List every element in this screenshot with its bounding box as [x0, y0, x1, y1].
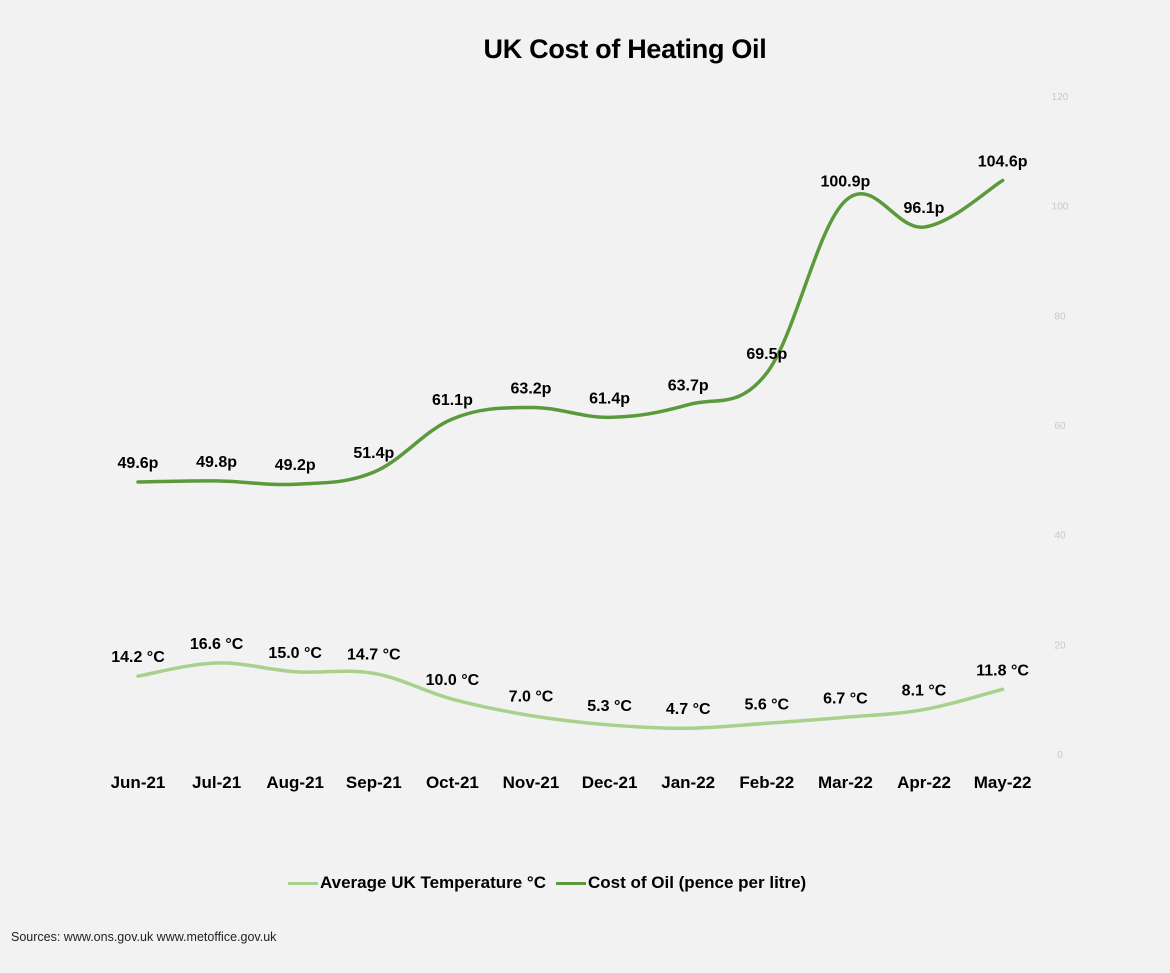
legend-label-oil-cost: Cost of Oil (pence per litre)	[587, 873, 807, 892]
data-point	[1001, 178, 1005, 182]
legend-swatch-temperature	[288, 881, 318, 885]
data-point	[136, 674, 140, 678]
data-point	[1001, 687, 1005, 691]
data-point	[843, 715, 847, 719]
legend-item-oil-cost[interactable]: Cost of Oil (pence per litre)	[555, 873, 807, 893]
data-label: 10.0 °C	[426, 672, 480, 689]
x-tick-label: Sep-21	[346, 773, 402, 792]
legend-label-temperature: Average UK Temperature °C	[320, 873, 546, 892]
data-label: 14.7 °C	[347, 646, 401, 663]
y-tick-label: 20	[1054, 640, 1066, 651]
x-tick-label: Jan-22	[661, 773, 715, 792]
oil-cost-line	[136, 178, 1005, 487]
data-label: 63.2p	[511, 380, 552, 397]
data-point	[293, 482, 297, 486]
data-point	[215, 479, 219, 483]
data-label: 61.4p	[589, 390, 630, 407]
x-tick-label: Aug-21	[266, 773, 324, 792]
data-label: 51.4p	[353, 445, 394, 462]
x-axis: Jun-21 Jul-21 Aug-21 Sep-21 Oct-21 Nov-21 Dec-…	[111, 773, 1032, 792]
data-label: 49.6p	[118, 455, 159, 472]
chart-title: UK Cost of Heating Oil	[483, 34, 767, 64]
legend-item-temperature[interactable]: Average UK Temperature °C	[288, 873, 546, 893]
y-tick-label: 80	[1054, 311, 1066, 322]
data-point	[922, 225, 926, 229]
data-point	[529, 714, 533, 718]
data-label: 8.1 °C	[902, 683, 947, 700]
y-tick-label: 60	[1054, 421, 1066, 432]
data-label: 4.7 °C	[666, 701, 711, 718]
x-tick-label: Oct-21	[426, 773, 479, 792]
x-tick-label: Mar-22	[818, 773, 873, 792]
y-tick-label: 0	[1057, 750, 1063, 761]
legend: Average UK Temperature °C Cost of Oil (p…	[288, 873, 816, 893]
x-tick-label: Jul-21	[192, 773, 241, 792]
data-point	[843, 199, 847, 203]
data-label: 11.8 °C	[976, 662, 1029, 679]
data-point	[686, 726, 690, 730]
data-label: 5.3 °C	[587, 698, 632, 715]
data-point	[293, 670, 297, 674]
data-point	[608, 415, 612, 419]
data-point	[215, 661, 219, 665]
x-tick-label: Dec-21	[582, 773, 638, 792]
data-point	[765, 721, 769, 725]
data-labels: 14.2 °C 16.6 °C 15.0 °C 14.7 °C 10.0 °C 7.0 °…	[111, 153, 1029, 718]
data-point	[529, 405, 533, 409]
data-point	[372, 671, 376, 675]
data-label: 63.7p	[668, 378, 709, 395]
x-tick-label: Apr-22	[897, 773, 951, 792]
data-point	[450, 417, 454, 421]
legend-swatch-oil-cost	[555, 881, 586, 885]
x-tick-label: Feb-22	[739, 773, 794, 792]
data-label: 104.6p	[978, 153, 1028, 170]
x-tick-label: Jun-21	[111, 773, 166, 792]
y-tick-label: 40	[1054, 531, 1066, 542]
data-label: 7.0 °C	[509, 689, 554, 706]
data-label: 6.7 °C	[823, 690, 868, 707]
x-tick-label: Nov-21	[503, 773, 560, 792]
data-point	[922, 708, 926, 712]
y-tick-label: 120	[1052, 92, 1069, 103]
data-label: 69.5p	[746, 346, 787, 363]
x-tick-label: May-22	[974, 773, 1032, 792]
data-point	[608, 723, 612, 727]
data-point	[136, 480, 140, 484]
data-label: 15.0 °C	[268, 645, 322, 662]
y-tick-label: 100	[1052, 202, 1069, 213]
source-note: Sources: www.ons.gov.uk www.metoffice.go…	[11, 930, 277, 944]
series-lines	[136, 178, 1005, 731]
data-label: 49.2p	[275, 457, 316, 474]
data-point	[686, 403, 690, 407]
data-label: 61.1p	[432, 392, 473, 409]
temperature-line	[136, 661, 1005, 731]
data-point	[450, 697, 454, 701]
data-label: 5.6 °C	[744, 696, 789, 713]
data-label: 49.8p	[196, 454, 237, 471]
data-label: 14.2 °C	[111, 649, 165, 666]
data-label: 100.9p	[820, 174, 870, 191]
data-point	[765, 371, 769, 375]
y-axis: 0 20 40 60 80 100 120	[1052, 92, 1069, 761]
data-label: 96.1p	[904, 200, 945, 217]
data-label: 16.6 °C	[190, 636, 244, 653]
data-point	[372, 470, 376, 474]
